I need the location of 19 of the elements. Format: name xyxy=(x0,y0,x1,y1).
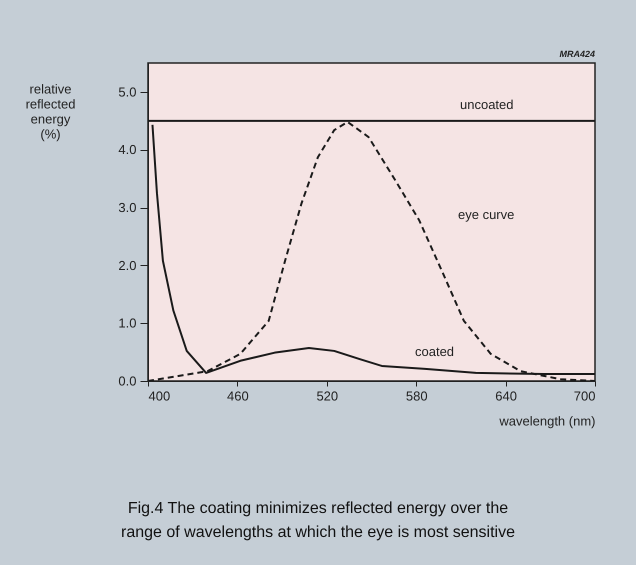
text: eye curve xyxy=(458,207,514,222)
text: MRA424 xyxy=(559,49,595,59)
x-tick-label: 640 xyxy=(495,388,517,404)
y-tick-label: 4.0 xyxy=(118,142,136,158)
y-tick-label: 2.0 xyxy=(118,258,136,273)
series-label: uncoated xyxy=(460,97,514,112)
y-tick-label: 5.0 xyxy=(118,84,136,100)
caption: Fig.4 The coating minimizes reflected energy over the range of wavelengths at which the eye is most sensitive xyxy=(121,500,516,541)
x-tick-label: 580 xyxy=(406,388,428,404)
y-axis-title: relative reflected energy (%) xyxy=(26,82,76,142)
y-tick-label: 0.0 xyxy=(118,374,136,388)
series-label: coated xyxy=(415,344,454,359)
y-tick-label: 1.0 xyxy=(118,316,136,331)
x-axis-title: wavelength (nm) xyxy=(498,414,596,428)
y-tick-label: 3.0 xyxy=(118,200,136,216)
x-tick-label: 460 xyxy=(227,388,249,404)
x-tick-label: 520 xyxy=(316,388,338,404)
x-tick-label: 400 xyxy=(148,388,170,404)
x-tick-label: 700 xyxy=(574,388,596,404)
